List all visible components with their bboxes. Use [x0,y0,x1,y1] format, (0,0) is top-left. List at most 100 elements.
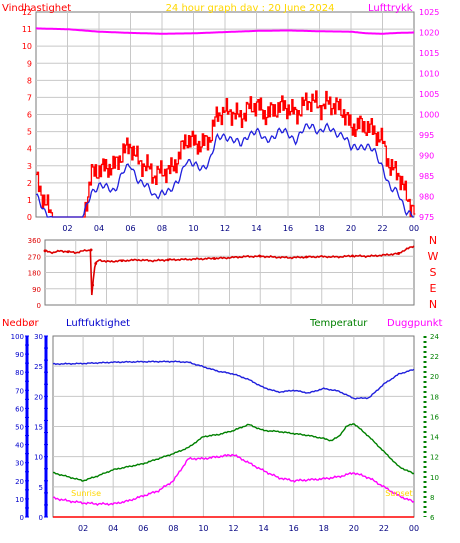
x-tick-label: 14 [251,224,261,233]
precip-label: Nedbør [2,318,39,329]
x-tick-label: 22 [379,524,389,533]
series-line [52,453,415,506]
temp-tick-label: 6 [430,514,435,522]
y-tick-label: 2 [27,179,32,188]
direction-point [304,255,308,259]
temp-tick-label: 12 [430,454,439,462]
y2-tick-label: 995 [419,131,434,140]
compass-label: E [430,282,437,295]
direction-point [94,262,98,265]
humidity-tick-label: 100 [11,333,24,341]
humidity-tick-label: 70 [15,387,24,395]
y2-tick-label: 1010 [419,70,439,79]
y2-tick-label: 1020 [419,29,439,38]
x-tick-label: 06 [125,224,135,233]
humidity-tick-label: 0 [20,514,24,522]
y-tick-label: 360 [28,237,41,245]
direction-point [258,254,262,258]
series-line [36,27,414,35]
temp-tick-label: 20 [430,373,439,381]
y-tick-label: 4 [27,145,32,154]
x-tick-label: 20 [349,524,359,533]
y-tick-label: 6 [27,111,32,120]
x-tick-label: 04 [94,224,104,233]
y-tick-label: 5 [27,128,32,137]
x-tick-label: 02 [78,524,88,533]
x-tick-label: 10 [188,224,198,233]
direction-point [212,257,216,260]
series-line [36,90,416,218]
precip-tick-label: 15 [34,424,43,432]
direction-point [66,250,70,254]
temp-tick-label: 18 [430,393,439,401]
x-tick-label: 00 [409,524,419,533]
temp-tick-label: 14 [430,434,439,442]
y2-tick-label: 985 [419,172,434,181]
x-tick-label: 04 [108,524,118,533]
precip-tick-label: 10 [34,454,43,462]
temp-tick-label: 8 [430,494,434,502]
y-tick-label: 9 [27,59,32,68]
x-tick-label: 00 [409,224,419,233]
y-tick-label: 7 [27,93,32,102]
humidity-tick-label: 30 [15,460,24,468]
dewpoint-label: Duggpunkt [387,318,443,329]
compass-label: S [430,266,437,279]
y-tick-label: 270 [28,253,41,261]
precip-tick-label: 5 [39,484,43,492]
chart-title: 24 hour graph dav : 20 June 2024 [166,3,335,14]
direction-point [91,283,95,287]
y2-tick-label: 980 [419,193,434,202]
humidity-tick-label: 20 [15,478,24,486]
precip-tick-label: 25 [34,363,43,371]
y-tick-label: 90 [32,286,41,294]
humidity-label: Luftfuktighet [66,318,130,329]
temp-grid [53,336,414,517]
y2-tick-label: 1025 [419,8,439,17]
y-tick-label: 12 [22,8,32,17]
temp-tick-label: 10 [430,474,439,482]
x-tick-label: 02 [62,224,72,233]
y-tick-label: 10 [22,42,32,51]
humidity-tick-label: 50 [15,424,24,432]
temp-tick-label: 22 [430,353,439,361]
compass-label: W [428,250,439,263]
wind-ticks: 02 04 06 08 10 12 14 16 18 20 22 000123456789101112… [22,8,440,233]
y2-tick-label: 1005 [419,90,439,99]
humidity-tick-label: 90 [15,351,24,359]
y2-tick-label: 1015 [419,49,439,58]
x-tick-label: 12 [228,524,238,533]
y-tick-label: 8 [27,76,32,85]
x-tick-label: 16 [283,224,293,233]
x-tick-label: 08 [168,524,178,533]
temp-series: Sunrise Sunset [52,360,415,518]
y-tick-label: 1 [27,196,32,205]
compass-label: N [429,298,437,311]
x-tick-label: 18 [319,524,329,533]
temp-tick-label: 16 [430,413,439,421]
direction-series [43,245,415,296]
direction-point [351,254,354,258]
direction-point [166,258,170,262]
y2-tick-label: 1000 [419,111,439,120]
humidity-tick-label: 10 [15,496,24,504]
humidity-tick-label: 40 [15,442,24,450]
series-line [52,360,415,400]
temperature-label: Temperatur [309,318,368,329]
annotation-label: Sunrise [71,489,101,498]
direction-point [397,252,401,255]
wind-series [35,27,416,218]
x-tick-label: 08 [157,224,167,233]
wind-left-label: Vindhastighet [2,3,71,14]
direction-point [43,249,47,253]
direction-point [89,248,93,252]
precip-tick-label: 20 [34,393,43,401]
x-tick-label: 16 [289,524,299,533]
y-tick-label: 3 [27,162,32,171]
y2-tick-label: 975 [419,213,434,222]
x-tick-label: 14 [258,524,268,533]
x-tick-label: 06 [138,524,148,533]
x-tick-label: 20 [346,224,356,233]
